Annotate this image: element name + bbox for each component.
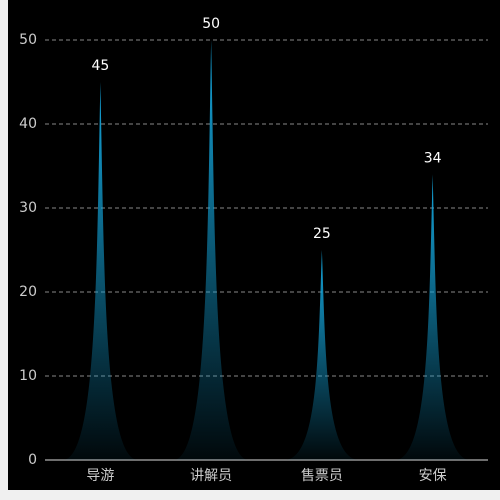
bar [284, 250, 360, 460]
x-tick-label: 讲解员 [190, 468, 232, 484]
y-tick-label: 30 [19, 200, 37, 216]
value-label: 25 [313, 226, 331, 242]
x-tick-label: 安保 [419, 468, 447, 484]
y-tick-label: 10 [19, 368, 37, 384]
y-tick-label: 40 [19, 116, 37, 132]
bar [394, 174, 471, 460]
y-tick-label: 0 [28, 452, 37, 468]
x-tick-label: 售票员 [301, 468, 343, 484]
bar [173, 40, 249, 460]
chart: 0 10 20 30 40 50 导游 45 讲解员 50 售票员 25 安保 34 [8, 0, 500, 490]
y-tick-label: 20 [19, 284, 37, 300]
value-label: 34 [424, 150, 442, 166]
x-tick-label: 导游 [86, 468, 114, 484]
value-label: 50 [202, 16, 220, 32]
bar [62, 82, 139, 460]
value-label: 45 [91, 58, 109, 74]
y-tick-label: 50 [19, 32, 37, 48]
